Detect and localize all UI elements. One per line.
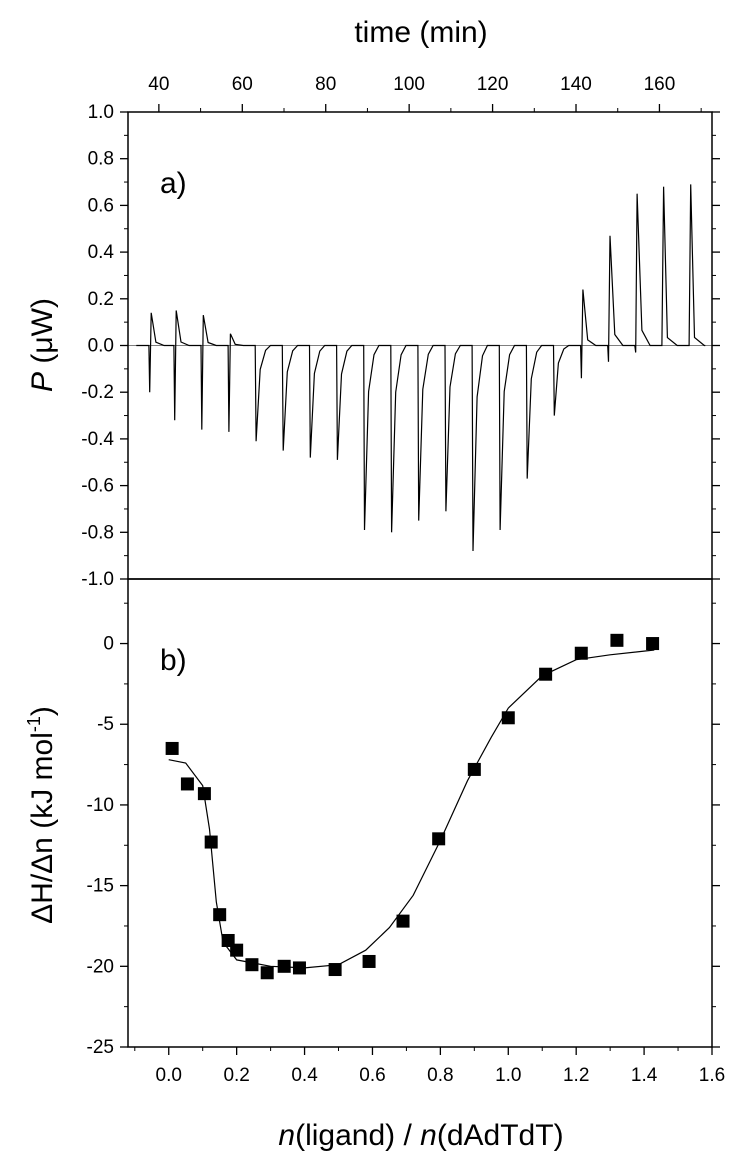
x-title-n1: n bbox=[278, 1119, 295, 1152]
panel-a-ytick-label: -0.6 bbox=[81, 476, 114, 497]
panel-a-ytick-label: 0.2 bbox=[88, 289, 114, 310]
panel-a-y-axis-title: P (μW) bbox=[26, 298, 59, 392]
y-title-end: ) bbox=[26, 706, 59, 716]
top-xtick-label: 100 bbox=[393, 74, 425, 95]
top-x-axis-title: time (min) bbox=[354, 16, 487, 49]
panel-a-ytick-label: -0.4 bbox=[81, 429, 114, 450]
data-point bbox=[539, 667, 553, 681]
data-point bbox=[574, 646, 588, 660]
power-trace-line bbox=[136, 184, 706, 552]
data-point bbox=[204, 835, 218, 849]
top-xtick-label: 140 bbox=[560, 74, 592, 95]
x-title-ligand: (ligand) / bbox=[295, 1119, 420, 1152]
panel-b-xtick-label: 0.8 bbox=[427, 1065, 453, 1086]
top-xtick-label: 60 bbox=[232, 74, 253, 95]
data-point bbox=[467, 762, 481, 776]
panel-a-ytick-label: -1.0 bbox=[81, 569, 114, 590]
panel-b-label: b) bbox=[160, 644, 187, 677]
panel-b-ytick-label: 0 bbox=[103, 634, 114, 655]
panel-a-power-trace: -1.0 -0.8 -0.6 -0.4 -0.2 0.0 0.2 0.4 0.6 0.8 1.0 bbox=[81, 102, 720, 590]
panel-a-ytick-label: -0.2 bbox=[81, 382, 114, 403]
y-title-main: ΔH/Δn (kJ mol bbox=[26, 732, 59, 924]
x-title-dadtdt: (dAdTdT) bbox=[437, 1119, 564, 1152]
top-xtick-label: 80 bbox=[315, 74, 336, 95]
panel-b-ytick-label: -20 bbox=[87, 956, 114, 977]
top-xtick-label: 40 bbox=[148, 74, 169, 95]
panel-b-xtick-label: 0.0 bbox=[156, 1065, 182, 1086]
panel-b-xtick-label: 0.6 bbox=[359, 1065, 385, 1086]
top-xtick-label: 160 bbox=[644, 74, 676, 95]
panel-a-label: a) bbox=[160, 167, 187, 200]
top-axis-ticks: 40 60 80 100 120 140 160 bbox=[148, 74, 702, 112]
panel-a-ytick-label: 0.0 bbox=[88, 336, 114, 357]
panel-b-xtick-label: 0.4 bbox=[291, 1065, 318, 1086]
y-title-symbol: P bbox=[26, 372, 59, 392]
y-title-superscript: -1 bbox=[24, 716, 44, 732]
panel-a-ytick-label: 0.8 bbox=[88, 149, 114, 170]
data-point bbox=[230, 943, 244, 957]
panel-b-xtick-label: 0.2 bbox=[223, 1065, 249, 1086]
data-point bbox=[328, 963, 342, 977]
panel-a-ytick-label: 0.6 bbox=[88, 195, 114, 216]
data-point bbox=[180, 777, 194, 791]
data-point bbox=[292, 961, 306, 975]
top-xtick-label: 120 bbox=[477, 74, 509, 95]
data-point bbox=[277, 959, 291, 973]
panel-b-xtick-label: 1.6 bbox=[699, 1065, 725, 1086]
fit-curve-line bbox=[168, 649, 655, 969]
data-point bbox=[610, 633, 624, 647]
panel-b-ytick-label: -25 bbox=[87, 1037, 114, 1058]
bottom-x-axis-title: n(ligand) / n(dAdTdT) bbox=[278, 1119, 563, 1152]
data-point bbox=[260, 966, 274, 980]
panel-a-ytick-label: 0.4 bbox=[88, 242, 115, 263]
panel-b-xtick-label: 1.0 bbox=[495, 1065, 521, 1086]
data-point bbox=[396, 914, 410, 928]
panel-a-ytick-label: -0.8 bbox=[81, 522, 114, 543]
panel-b-xtick-label: 1.2 bbox=[563, 1065, 589, 1086]
data-point bbox=[432, 832, 446, 846]
data-point bbox=[197, 787, 211, 801]
panel-b-ytick-label: -15 bbox=[87, 876, 114, 897]
panel-a-ytick-label: 1.0 bbox=[88, 102, 114, 123]
panel-b-xtick-label: 1.4 bbox=[631, 1065, 658, 1086]
data-point bbox=[165, 741, 179, 755]
y-title-unit: (μW) bbox=[26, 298, 59, 372]
data-point bbox=[213, 908, 227, 922]
panel-b-y-axis-title: ΔH/Δn (kJ mol-1) bbox=[24, 706, 59, 924]
data-point bbox=[362, 954, 376, 968]
data-point bbox=[646, 637, 660, 651]
panel-b-frame bbox=[127, 578, 713, 1048]
panel-b-enthalpy: -25 -20 -15 -10 -5 0 0.0 0.2 0.4 0.6 0.8 1.0 1.2 1.4 1… bbox=[87, 602, 725, 1086]
panel-b-ytick-label: -10 bbox=[87, 795, 114, 816]
panel-b-ytick-label: -5 bbox=[97, 714, 114, 735]
axis-frames bbox=[127, 111, 713, 1048]
data-point bbox=[501, 711, 515, 725]
data-point bbox=[245, 958, 259, 972]
x-title-n2: n bbox=[420, 1119, 437, 1152]
